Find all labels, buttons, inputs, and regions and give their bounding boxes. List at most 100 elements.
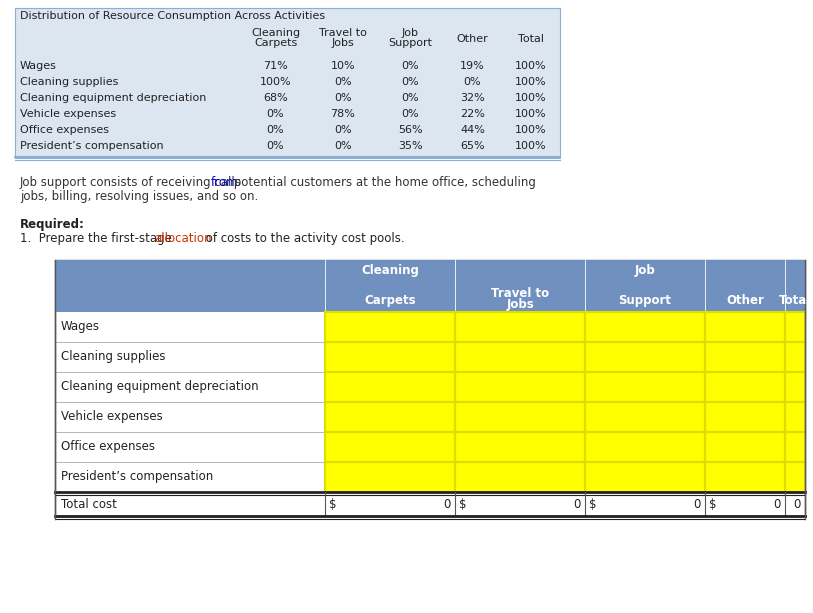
Text: 1.  Prepare the first-stage: 1. Prepare the first-stage [20, 232, 176, 245]
Bar [55, 260, 805, 282]
Text: 22%: 22% [460, 109, 485, 119]
Text: 0%: 0% [402, 93, 420, 103]
Text: Support: Support [389, 38, 433, 48]
Bar [325, 312, 455, 342]
Text: 0%: 0% [334, 77, 352, 87]
Text: 10%: 10% [331, 61, 355, 71]
Text: Cleaning equipment depreciation: Cleaning equipment depreciation [20, 93, 207, 103]
Text: Cleaning supplies: Cleaning supplies [20, 77, 119, 87]
Text: Travel to: Travel to [491, 287, 549, 300]
Text: Cleaning supplies: Cleaning supplies [61, 350, 166, 363]
Text: Carpets: Carpets [364, 294, 415, 307]
Bar [325, 372, 455, 402]
Text: 65%: 65% [460, 141, 485, 151]
Bar [585, 312, 705, 342]
Text: Job support consists of receiving calls: Job support consists of receiving calls [20, 176, 246, 189]
Text: Job: Job [635, 264, 655, 277]
Bar [325, 432, 455, 462]
Text: Cleaning equipment depreciation: Cleaning equipment depreciation [61, 380, 259, 393]
Bar [785, 462, 805, 492]
Bar [455, 402, 585, 432]
Bar [55, 282, 805, 312]
Bar [455, 372, 585, 402]
Text: 0: 0 [693, 498, 701, 511]
Text: Cleaning: Cleaning [361, 264, 419, 277]
Bar [585, 462, 705, 492]
Text: 56%: 56% [398, 125, 423, 135]
Text: Vehicle expenses: Vehicle expenses [61, 410, 163, 423]
Bar [785, 342, 805, 372]
Bar [705, 312, 785, 342]
Text: 0%: 0% [267, 109, 285, 119]
Text: 0%: 0% [402, 61, 420, 71]
Text: 0: 0 [793, 498, 801, 511]
Bar [585, 372, 705, 402]
Text: allocation: allocation [154, 232, 211, 245]
Text: from: from [211, 176, 239, 189]
Text: Travel to: Travel to [319, 28, 367, 38]
Text: Job: Job [402, 28, 419, 38]
Text: Distribution of Resource Consumption Across Activities: Distribution of Resource Consumption Acr… [20, 11, 325, 21]
Text: 0%: 0% [267, 141, 285, 151]
Bar [785, 372, 805, 402]
Text: jobs, billing, resolving issues, and so on.: jobs, billing, resolving issues, and so … [20, 190, 259, 203]
Text: $: $ [329, 498, 337, 511]
Text: 78%: 78% [331, 109, 355, 119]
Text: Vehicle expenses: Vehicle expenses [20, 109, 116, 119]
Text: 0%: 0% [463, 77, 481, 87]
Text: 0%: 0% [267, 125, 285, 135]
Text: $: $ [709, 498, 716, 511]
Bar [585, 402, 705, 432]
Bar [455, 432, 585, 462]
Bar [705, 342, 785, 372]
Bar [585, 342, 705, 372]
Text: Total: Total [779, 294, 811, 307]
Text: 100%: 100% [259, 77, 291, 87]
Bar [705, 372, 785, 402]
Text: Jobs: Jobs [332, 38, 354, 48]
Bar [785, 432, 805, 462]
Text: potential customers at the home office, scheduling: potential customers at the home office, … [230, 176, 537, 189]
Bar [585, 432, 705, 462]
Text: 0: 0 [774, 498, 781, 511]
Text: Wages: Wages [61, 320, 100, 333]
Text: 0%: 0% [334, 141, 352, 151]
Text: 0%: 0% [402, 109, 420, 119]
Bar [455, 462, 585, 492]
Text: Support: Support [619, 294, 672, 307]
Text: 35%: 35% [398, 141, 423, 151]
Bar [785, 402, 805, 432]
Text: 100%: 100% [515, 141, 547, 151]
Text: Office expenses: Office expenses [61, 440, 155, 453]
Text: 100%: 100% [515, 125, 547, 135]
Text: of costs to the activity cost pools.: of costs to the activity cost pools. [202, 232, 404, 245]
Text: Wages: Wages [20, 61, 57, 71]
Bar [455, 312, 585, 342]
Text: 0%: 0% [334, 93, 352, 103]
Text: 44%: 44% [460, 125, 485, 135]
Text: 19%: 19% [460, 61, 485, 71]
Text: Office expenses: Office expenses [20, 125, 109, 135]
Text: 0: 0 [444, 498, 451, 511]
Text: $: $ [459, 498, 467, 511]
Text: Jobs: Jobs [506, 298, 534, 311]
Bar [325, 402, 455, 432]
Text: Carpets: Carpets [254, 38, 297, 48]
Bar [705, 462, 785, 492]
Text: Other: Other [726, 294, 764, 307]
Text: $: $ [589, 498, 597, 511]
Text: Cleaning: Cleaning [251, 28, 300, 38]
Text: 100%: 100% [515, 93, 547, 103]
Text: Other: Other [457, 34, 489, 44]
Bar [325, 462, 455, 492]
Bar [705, 402, 785, 432]
Text: 68%: 68% [263, 93, 288, 103]
Text: Total cost: Total cost [61, 498, 117, 511]
Text: President’s compensation: President’s compensation [61, 470, 213, 483]
Text: 100%: 100% [515, 77, 547, 87]
Text: 0: 0 [574, 498, 581, 511]
Bar [785, 312, 805, 342]
Text: Required:: Required: [20, 218, 85, 231]
Text: 100%: 100% [515, 61, 547, 71]
Bar [15, 8, 560, 158]
